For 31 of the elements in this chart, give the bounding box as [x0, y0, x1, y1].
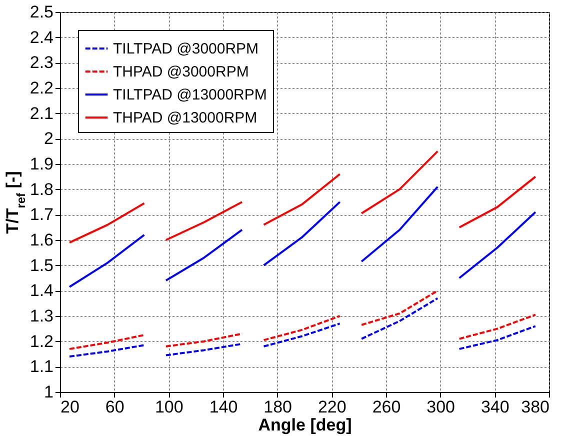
- x-tick-label: 340: [480, 398, 510, 416]
- legend-label: TILTPAD @13000RPM: [113, 86, 267, 104]
- y-tick-label: 1.3: [30, 306, 54, 326]
- x-tick-label: 380: [521, 398, 550, 416]
- x-tick-label: 220: [318, 398, 346, 416]
- y-tick-label: 1.5: [30, 256, 54, 275]
- y-tick-label: 2.1: [30, 104, 54, 123]
- y-tick-label: 2.2: [30, 78, 54, 98]
- y-tick-label: 2: [44, 129, 54, 148]
- y-tick-label: 2.5: [30, 2, 54, 22]
- legend-label: THPAD @3000RPM: [113, 64, 249, 80]
- y-tick-label: 1.7: [30, 205, 54, 224]
- y-tick-label: 1.9: [30, 154, 54, 174]
- y-tick-label: 2.4: [30, 28, 54, 47]
- y-tick-label: 1.4: [30, 281, 54, 300]
- y-tick-label: 2.3: [30, 53, 54, 72]
- y-tick-label: 1.8: [30, 180, 54, 199]
- legend-label: TILTPAD @3000RPM: [113, 40, 259, 58]
- x-tick-label: 180: [264, 398, 292, 416]
- x-tick-label: 60: [105, 398, 124, 416]
- x-tick-label: 300: [426, 398, 456, 416]
- y-tick-label: 1.1: [30, 357, 54, 376]
- y-tick-label: 1: [44, 382, 54, 402]
- x-tick-label: 140: [209, 398, 238, 416]
- x-tick-label: 20: [60, 398, 80, 416]
- x-tick-label: 260: [372, 398, 401, 416]
- x-axis-title: Angle [deg]: [258, 416, 352, 434]
- legend-label: THPAD @13000RPM: [113, 110, 258, 126]
- y-tick-label: 1.2: [30, 332, 54, 351]
- y-tick-label: 1.6: [30, 230, 54, 250]
- x-tick-label: 100: [154, 398, 184, 416]
